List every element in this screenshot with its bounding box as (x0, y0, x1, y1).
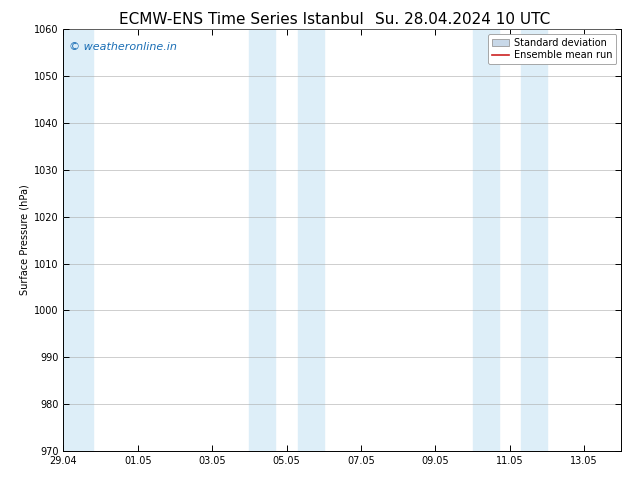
Text: © weatheronline.in: © weatheronline.in (69, 42, 177, 52)
Bar (63, 29, 93, 451)
Text: Su. 28.04.2024 10 UTC: Su. 28.04.2024 10 UTC (375, 12, 550, 27)
Bar (521, 29, 547, 451)
Legend: Standard deviation, Ensemble mean run: Standard deviation, Ensemble mean run (488, 34, 616, 64)
Bar (472, 29, 498, 451)
Text: ECMW-ENS Time Series Istanbul: ECMW-ENS Time Series Istanbul (119, 12, 363, 27)
Bar (249, 29, 275, 451)
Bar (298, 29, 324, 451)
Y-axis label: Surface Pressure (hPa): Surface Pressure (hPa) (20, 185, 30, 295)
